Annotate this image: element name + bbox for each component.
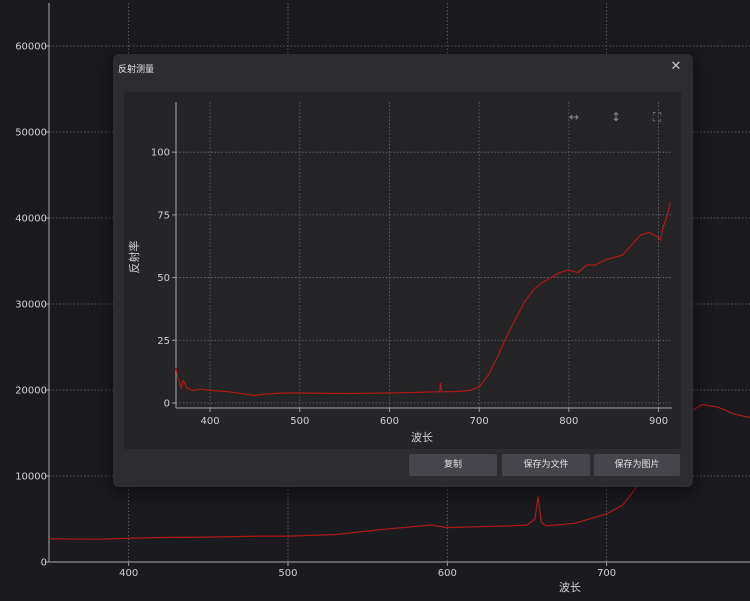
close-icon[interactable]: ✕ <box>670 59 682 74</box>
x-axis-label: 波长 <box>559 581 581 594</box>
y-tick-label: 0 <box>41 558 47 569</box>
y-tick-label: 25 <box>157 336 170 347</box>
x-tick-label: 600 <box>438 568 457 579</box>
vertical-zoom-icon[interactable]: ↕ <box>610 110 622 124</box>
x-tick-label: 400 <box>201 416 220 427</box>
x-tick-label: 400 <box>119 568 138 579</box>
y-tick-label: 30000 <box>15 300 47 311</box>
y-tick-label: 60000 <box>15 42 47 53</box>
y-tick-label: 75 <box>157 210 170 221</box>
y-tick-label: 50 <box>157 273 170 284</box>
y-tick-label: 50000 <box>15 128 47 139</box>
y-axis-label: 反射率 <box>127 241 141 274</box>
reflectance-dialog: 反射测量 ✕ 400 500 600 700 800 900 0 25 50 75 100 波长 反射率… <box>113 54 693 487</box>
x-tick-label: 800 <box>559 416 578 427</box>
y-tick-label: 10000 <box>15 472 47 483</box>
x-tick-label: 700 <box>597 568 616 579</box>
reflectance-chart[interactable]: 400 500 600 700 800 900 0 25 50 75 100 波长 反射率 <box>124 92 681 449</box>
series-line <box>175 202 671 397</box>
x-axis-label: 波长 <box>411 431 433 444</box>
x-tick-label: 700 <box>470 416 489 427</box>
save-as-file-button[interactable]: 保存为文件 <box>502 454 590 476</box>
save-as-image-button[interactable]: 保存为图片 <box>594 454 680 476</box>
y-tick-label: 40000 <box>15 214 47 225</box>
copy-button[interactable]: 复制 <box>409 454 497 476</box>
reflectance-plot-panel[interactable]: 400 500 600 700 800 900 0 25 50 75 100 波长 反射率 ↔ ↕ ⛶ <box>124 92 681 449</box>
x-tick-label: 500 <box>290 416 309 427</box>
x-tick-label: 600 <box>380 416 399 427</box>
y-tick-label: 20000 <box>15 386 47 397</box>
dialog-title: 反射测量 <box>118 65 155 75</box>
x-tick-label: 500 <box>278 568 297 579</box>
fit-view-icon[interactable]: ⛶ <box>652 110 662 124</box>
y-tick-label: 100 <box>151 148 170 159</box>
y-tick-label: 0 <box>164 398 170 409</box>
x-tick-label: 900 <box>649 416 668 427</box>
horizontal-zoom-icon[interactable]: ↔ <box>568 110 580 124</box>
